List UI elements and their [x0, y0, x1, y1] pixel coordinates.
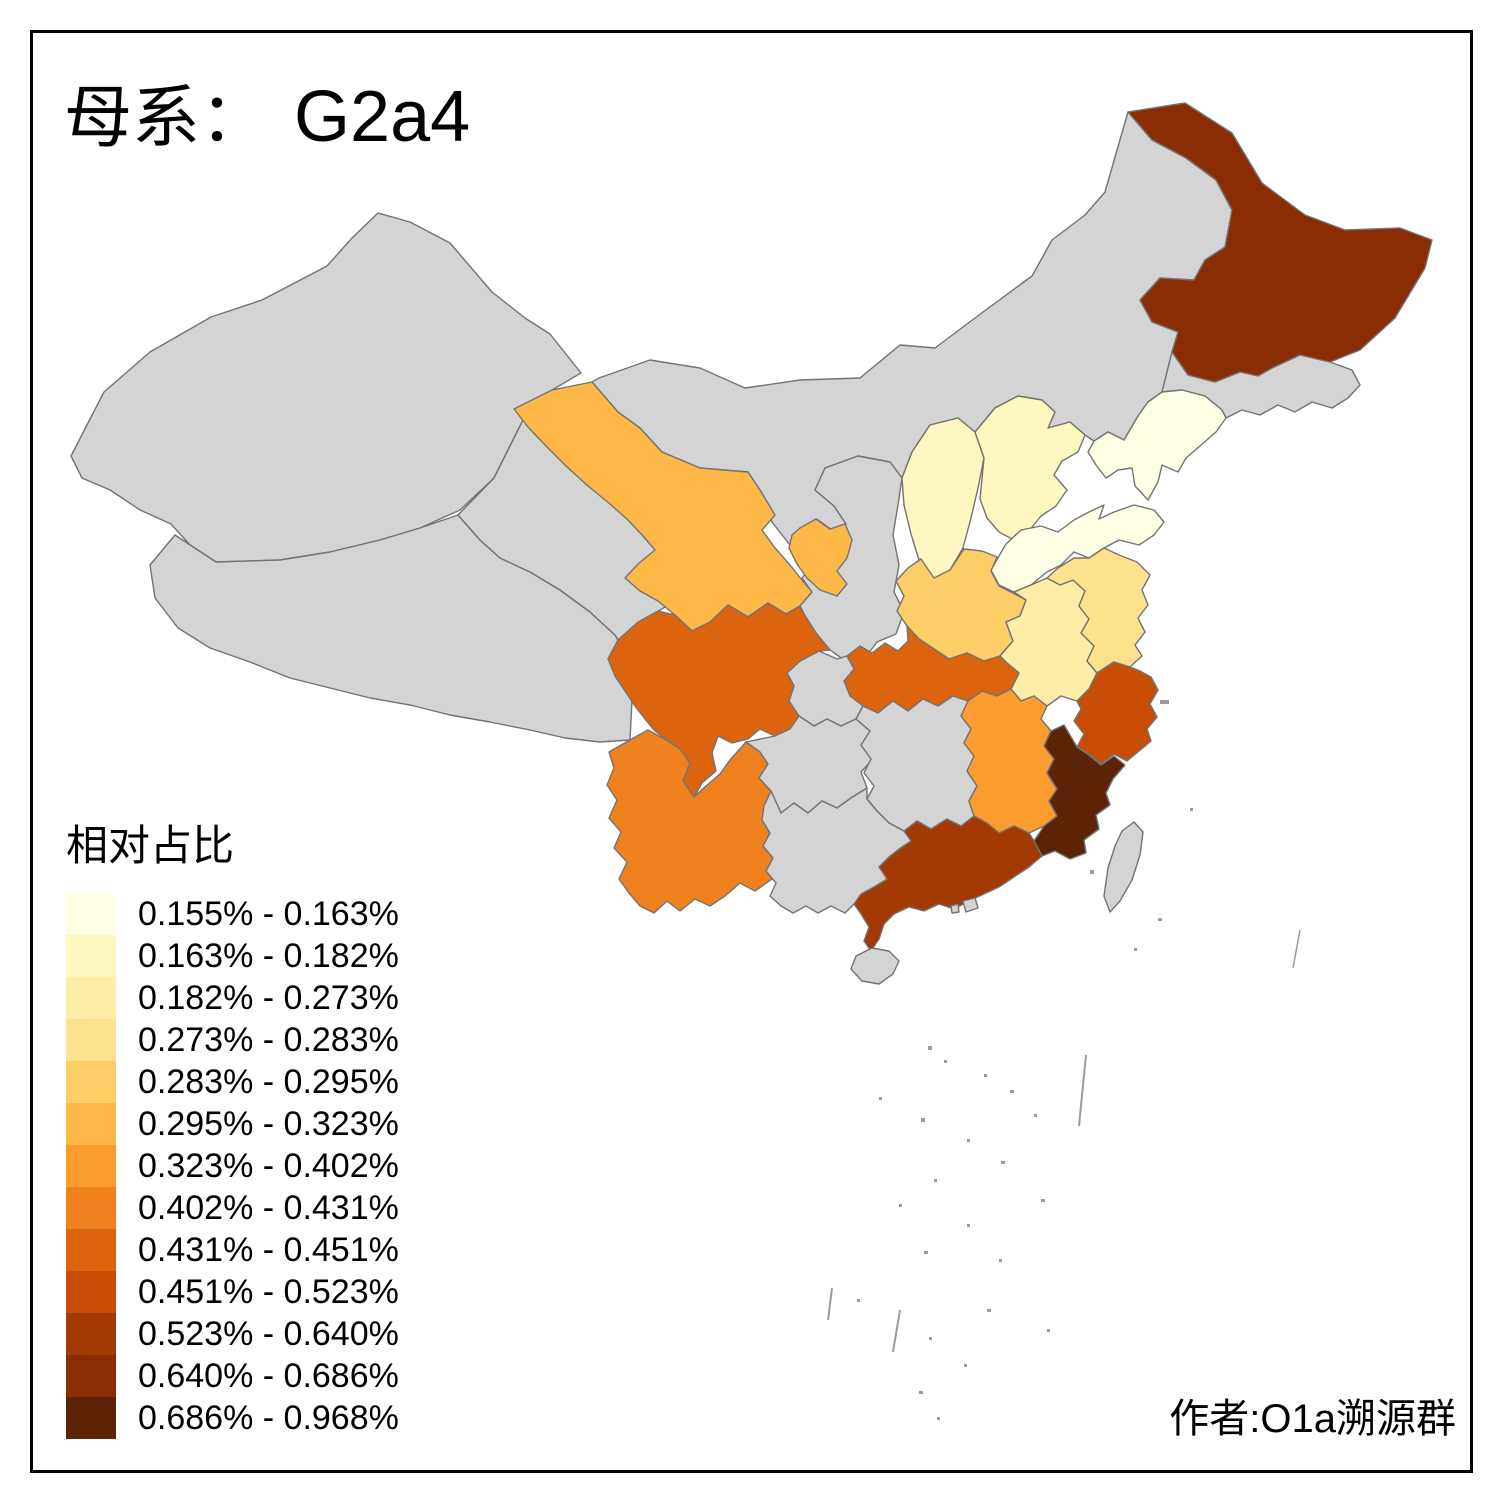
- province-heilongjiang: [1127, 102, 1433, 383]
- legend-swatch: [66, 1271, 116, 1313]
- province-hainan: [850, 947, 900, 985]
- title-prefix: 母系：: [64, 80, 269, 156]
- legend-label: 0.402% - 0.431%: [138, 1188, 399, 1227]
- legend-label: 0.163% - 0.182%: [138, 936, 399, 975]
- legend-label: 0.451% - 0.523%: [138, 1272, 399, 1311]
- legend-item: 0.431% - 0.451%: [66, 1229, 399, 1271]
- province-shanxi: [901, 417, 985, 580]
- legend-label: 0.295% - 0.323%: [138, 1104, 399, 1143]
- legend-item: 0.523% - 0.640%: [66, 1313, 399, 1355]
- legend-item: 0.273% - 0.283%: [66, 1019, 399, 1061]
- legend-label: 0.155% - 0.163%: [138, 894, 399, 933]
- legend-item: 0.323% - 0.402%: [66, 1145, 399, 1187]
- legend-swatch: [66, 1061, 116, 1103]
- province-liaoning: [1087, 389, 1227, 501]
- south-china-sea-islands: [827, 700, 1301, 1420]
- legend-item: 0.686% - 0.968%: [66, 1397, 399, 1439]
- region-macau: [950, 903, 960, 914]
- province-jiangsu: [1046, 547, 1151, 674]
- legend-item: 0.155% - 0.163%: [66, 893, 399, 935]
- legend-item: 0.182% - 0.273%: [66, 977, 399, 1019]
- legend-swatch: [66, 1145, 116, 1187]
- legend-swatch: [66, 1229, 116, 1271]
- title-haplogroup: G2a4: [294, 77, 471, 157]
- province-shandong: [990, 504, 1165, 593]
- province-fujian: [1033, 724, 1126, 860]
- legend-swatch: [66, 1103, 116, 1145]
- legend-item: 0.640% - 0.686%: [66, 1355, 399, 1397]
- province-guangxi: [761, 787, 912, 914]
- legend-label: 0.640% - 0.686%: [138, 1356, 399, 1395]
- legend-label: 0.273% - 0.283%: [138, 1020, 399, 1059]
- legend-item: 0.163% - 0.182%: [66, 935, 399, 977]
- plot-border: [30, 30, 1473, 1473]
- author-credit: 作者:O1a溯源群: [1169, 1397, 1456, 1441]
- province-hebei: [974, 395, 1086, 542]
- region-hongkong: [962, 897, 979, 913]
- legend-swatch: [66, 977, 116, 1019]
- province-ningxia: [788, 518, 853, 597]
- legend-swatch: [66, 1397, 116, 1439]
- province-taiwan: [1103, 821, 1144, 913]
- page-title: 母系： G2a4: [64, 62, 470, 161]
- legend-title: 相对占比: [66, 824, 235, 870]
- legend-label: 0.182% - 0.273%: [138, 978, 399, 1017]
- legend-swatch: [66, 1019, 116, 1061]
- province-zhejiang: [1073, 661, 1159, 765]
- legend-item: 0.295% - 0.323%: [66, 1103, 399, 1145]
- legend-item: 0.283% - 0.295%: [66, 1061, 399, 1103]
- legend: 相对占比 0.155% - 0.163% 0.163% - 0.182% 0.1…: [66, 812, 399, 1439]
- legend-label: 0.283% - 0.295%: [138, 1062, 399, 1101]
- legend-label: 0.431% - 0.451%: [138, 1230, 399, 1269]
- legend-label: 0.686% - 0.968%: [138, 1398, 399, 1437]
- legend-swatch: [66, 1187, 116, 1229]
- legend-swatch: [66, 1313, 116, 1355]
- legend-item: 0.402% - 0.431%: [66, 1187, 399, 1229]
- legend-swatch: [66, 893, 116, 935]
- legend-label: 0.523% - 0.640%: [138, 1314, 399, 1353]
- legend-label: 0.323% - 0.402%: [138, 1146, 399, 1185]
- legend-swatch: [66, 935, 116, 977]
- legend-item: 0.451% - 0.523%: [66, 1271, 399, 1313]
- legend-swatch: [66, 1355, 116, 1397]
